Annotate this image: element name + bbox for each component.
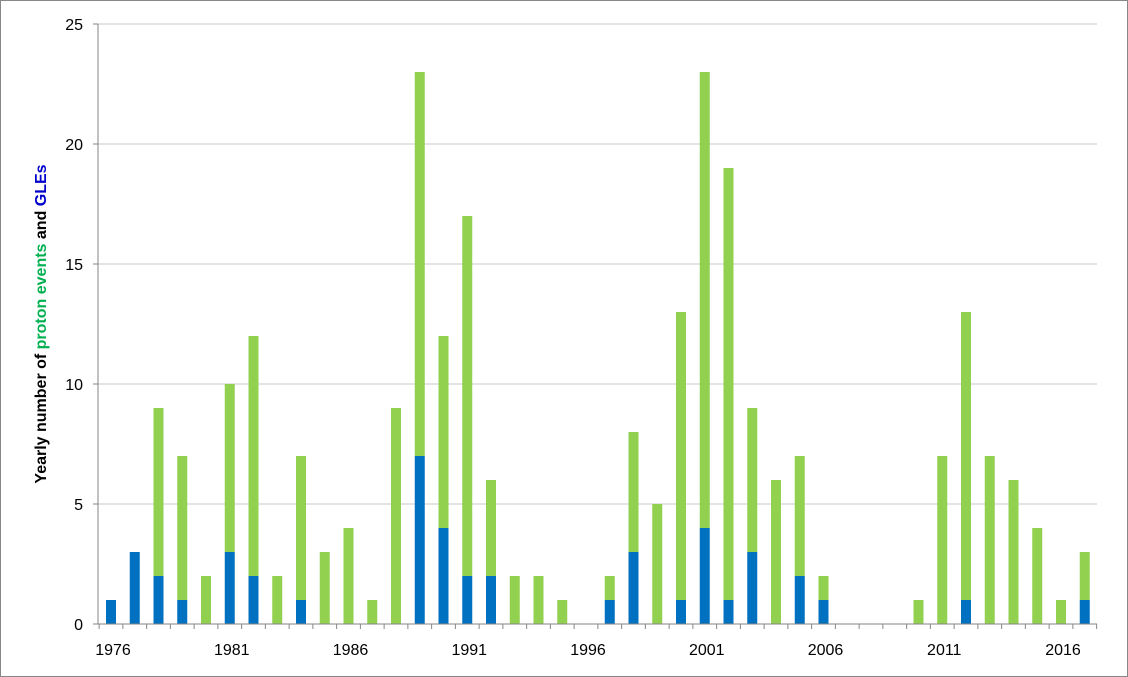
bar-proton-events xyxy=(319,552,330,624)
bar-proton-events xyxy=(343,528,354,624)
bar-gle xyxy=(604,600,615,624)
bar-proton-events xyxy=(272,576,283,624)
bar-proton-events xyxy=(438,336,449,528)
bar-proton-events xyxy=(296,456,306,600)
y-tick-label: 20 xyxy=(65,137,83,154)
x-tick-label: 1996 xyxy=(570,642,606,659)
y-axis-label-part: proton events xyxy=(33,243,50,349)
bar-proton-events xyxy=(486,480,496,576)
y-axis-label-part: GLEs xyxy=(33,164,50,206)
bar-proton-events xyxy=(628,432,639,552)
y-tick-label: 0 xyxy=(74,617,83,634)
bar-proton-events xyxy=(1008,480,1019,624)
bar-gle xyxy=(462,576,473,624)
bar-gle xyxy=(177,600,188,624)
bar-gle xyxy=(224,552,235,624)
bar-proton-events xyxy=(1079,552,1090,600)
bar-gle xyxy=(414,456,425,624)
x-tick-label: 2006 xyxy=(808,642,844,659)
x-tick-label: 2011 xyxy=(927,642,962,659)
bar-proton-events xyxy=(391,408,401,624)
bar-proton-events xyxy=(414,72,425,456)
bar-proton-events xyxy=(153,408,164,576)
bar-proton-events xyxy=(771,480,781,624)
bar-proton-events xyxy=(201,576,211,624)
bar-proton-events xyxy=(462,216,473,576)
x-tick-label: 1976 xyxy=(95,642,131,659)
bar-gle xyxy=(961,600,971,624)
x-tick-label: 2001 xyxy=(689,642,725,659)
y-tick-label: 25 xyxy=(65,17,83,34)
x-tick-label: 1986 xyxy=(333,642,369,659)
bar-gle xyxy=(486,576,496,624)
bar-proton-events xyxy=(1056,600,1066,624)
bar-proton-events xyxy=(937,456,948,624)
bar-proton-events xyxy=(699,72,710,528)
bar-proton-events xyxy=(723,168,734,600)
x-tick-label: 1991 xyxy=(451,642,487,659)
bars-group xyxy=(106,72,1090,624)
bar-gle xyxy=(153,576,164,624)
bar-gle xyxy=(438,528,449,624)
bar-gle xyxy=(794,576,805,624)
bar-gle xyxy=(296,600,306,624)
bar-proton-events xyxy=(794,456,805,576)
x-tick-label: 2016 xyxy=(1045,642,1081,659)
bar-proton-events xyxy=(557,600,568,624)
bar-proton-events xyxy=(913,600,924,624)
bar-proton-events xyxy=(961,312,971,600)
bar-proton-events xyxy=(984,456,995,624)
y-tick-labels: 0 5 10 15 20 25 xyxy=(65,17,83,634)
bar-proton-events xyxy=(1032,528,1043,624)
bar-gle xyxy=(747,552,758,624)
bar-gle xyxy=(129,552,140,624)
bar-proton-events xyxy=(818,576,829,600)
bar-gle xyxy=(818,600,829,624)
gridlines xyxy=(98,23,1097,505)
bar-proton-events xyxy=(248,336,259,576)
bar-proton-events xyxy=(533,576,544,624)
y-axis-label-part: Yearly number of xyxy=(33,349,50,483)
bar-proton-events xyxy=(652,504,663,624)
bar-gle xyxy=(1079,600,1090,624)
y-tick-label: 5 xyxy=(74,497,83,514)
y-tick-label: 10 xyxy=(65,377,83,394)
bar-gle xyxy=(676,600,686,624)
y-axis-label-part: and xyxy=(33,206,50,243)
bar-gle xyxy=(628,552,639,624)
y-tick-label: 15 xyxy=(65,257,83,274)
bar-proton-events xyxy=(747,408,758,552)
x-tick-labels: 1976 1981 1986 1991 1996 2001 2006 2011 2016 xyxy=(95,642,1081,659)
bar-proton-events xyxy=(177,456,188,600)
x-tick-label: 1981 xyxy=(214,642,250,659)
bar-proton-events xyxy=(509,576,520,624)
axes xyxy=(93,23,1098,629)
bar-proton-events xyxy=(367,600,378,624)
bar-gle xyxy=(106,600,116,624)
bar-gle xyxy=(723,600,734,624)
bar-gle xyxy=(699,528,710,624)
bar-proton-events xyxy=(604,576,615,600)
bar-proton-events xyxy=(676,312,686,600)
bar-proton-events xyxy=(224,384,235,552)
y-axis-label: Yearly number of proton events and GLEs xyxy=(33,164,50,483)
bar-gle xyxy=(248,576,259,624)
